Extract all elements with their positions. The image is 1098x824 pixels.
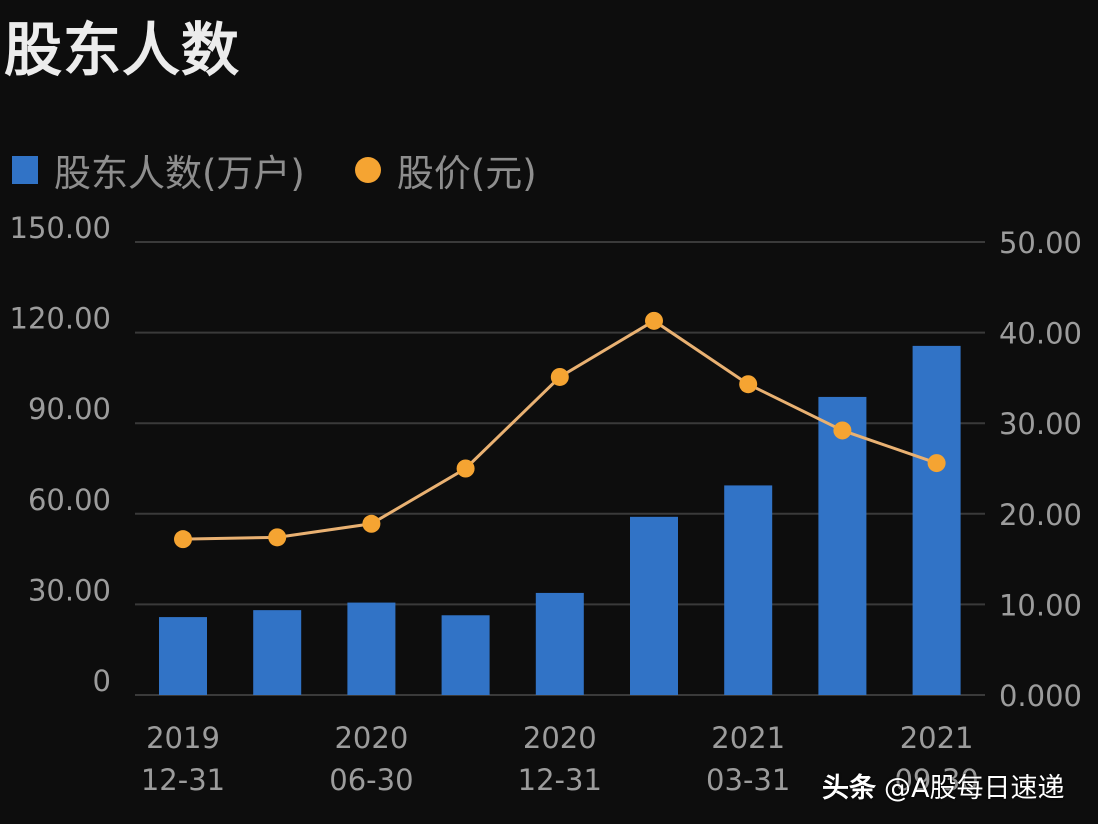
y-left-tick-label: 150.00 xyxy=(10,211,111,245)
watermark-brand: 头条 xyxy=(822,773,876,804)
chart-title: 股东人数 xyxy=(4,16,241,84)
price-point xyxy=(456,459,475,478)
y-left-tick-label: 120.00 xyxy=(10,302,111,336)
bar xyxy=(818,396,867,695)
bar xyxy=(441,615,490,695)
x-tick-label-date: 09-30 xyxy=(894,763,978,797)
x-tick-label-date: 03-31 xyxy=(706,763,790,797)
x-tick-label-year: 2019 xyxy=(146,721,220,755)
legend-label-shareholders: 股东人数(万户) xyxy=(54,152,305,195)
price-point xyxy=(645,311,663,330)
y-right-tick-label: 30.00 xyxy=(999,407,1082,441)
y-left-tick-label: 30.00 xyxy=(28,573,111,607)
x-tick-label-date: 12-31 xyxy=(141,763,225,797)
y-right-tick-label: 10.00 xyxy=(999,588,1082,622)
y-right-tick-label: 20.00 xyxy=(999,498,1082,532)
y-left-tick-label: 0 xyxy=(93,664,111,698)
watermark-handle: @A股每日速递 xyxy=(884,773,1065,804)
watermark: 头条 @A股每日速递 xyxy=(822,766,1064,805)
bar xyxy=(724,485,773,695)
y-right-tick-label: 50.00 xyxy=(999,226,1082,260)
x-tick-label-year: 2021 xyxy=(711,721,785,755)
x-tick-label-year: 2020 xyxy=(334,721,408,755)
legend-square-icon xyxy=(12,156,38,184)
legend-dot-icon xyxy=(354,157,381,183)
price-point xyxy=(927,454,946,473)
x-tick-label-date: 12-31 xyxy=(518,763,602,797)
y-right-tick-label: 0.000 xyxy=(999,679,1082,713)
price-point xyxy=(268,528,287,547)
y-left-tick-label: 60.00 xyxy=(28,483,111,517)
price-point xyxy=(833,421,852,440)
price-point xyxy=(739,375,758,394)
bar xyxy=(912,345,961,695)
bar xyxy=(630,516,678,695)
legend-item-shareholders[interactable]: 股东人数(万户) xyxy=(12,143,305,197)
legend-label-price: 股价(元) xyxy=(396,152,537,195)
price-point xyxy=(550,367,569,386)
bar xyxy=(535,592,584,695)
x-tick-label-year: 2021 xyxy=(900,721,974,755)
price-point xyxy=(174,530,192,549)
y-left-tick-label: 90.00 xyxy=(28,392,111,426)
bar xyxy=(347,602,396,695)
y-right-tick-label: 40.00 xyxy=(999,317,1082,351)
legend: 股东人数(万户) 股价(元) xyxy=(12,142,587,198)
x-tick-label-date: 06-30 xyxy=(329,763,413,797)
legend-item-price[interactable]: 股价(元) xyxy=(354,143,537,197)
price-point xyxy=(362,514,381,533)
x-tick-label-year: 2020 xyxy=(523,721,597,755)
bar xyxy=(253,610,302,695)
bar xyxy=(159,617,207,695)
